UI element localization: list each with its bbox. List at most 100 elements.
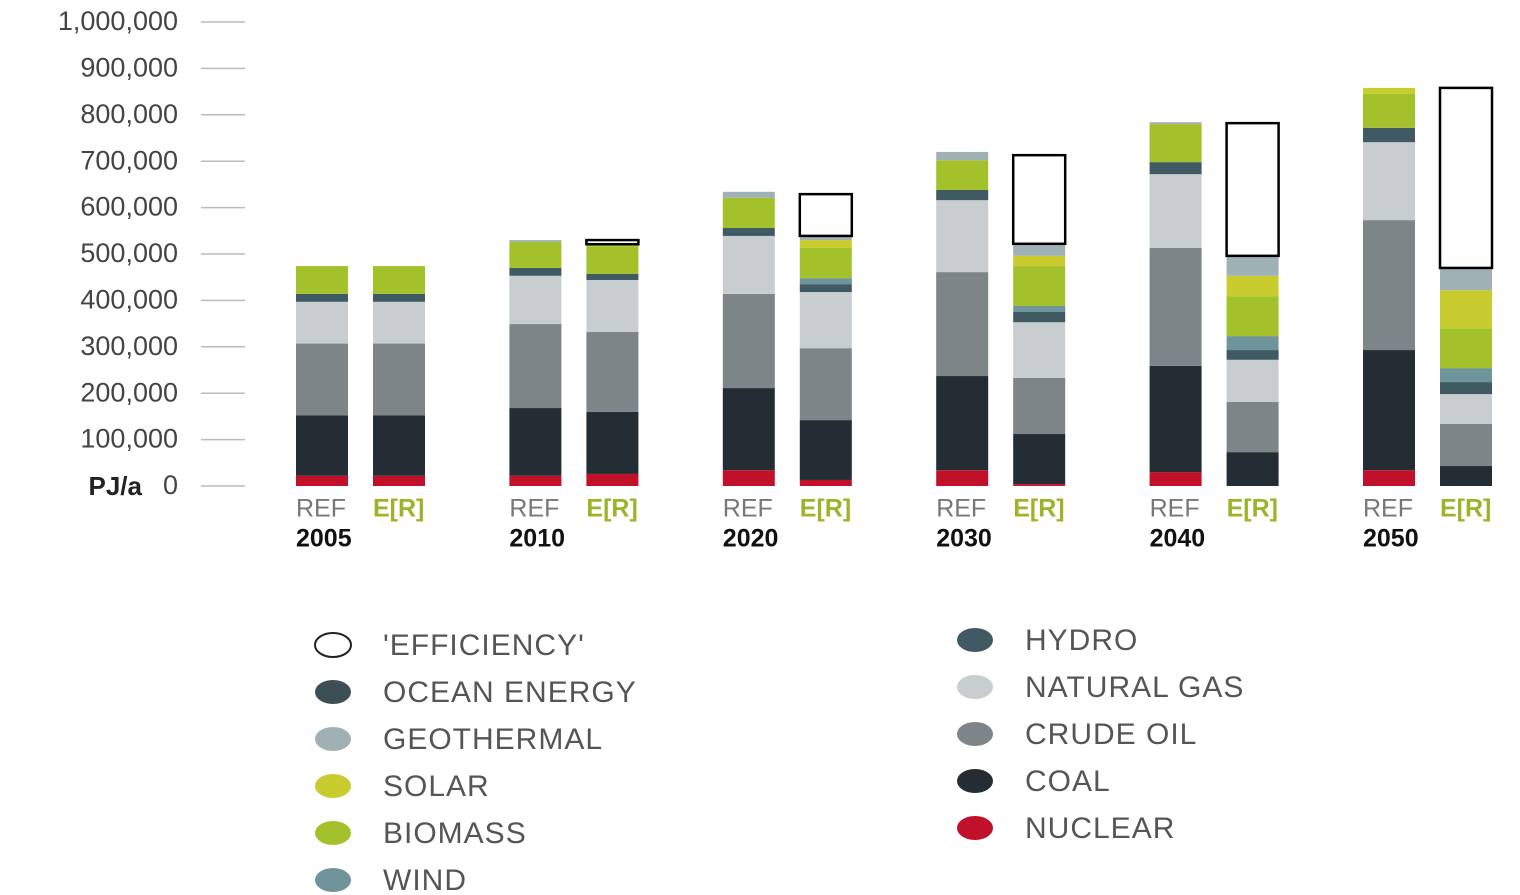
legend-swatch [314,632,352,658]
y-tick-label: 500,000 [80,238,178,268]
bar-segment [1440,290,1492,329]
y-tick-label: 400,000 [80,285,178,315]
bar-segment [1363,87,1415,94]
y-tick-label: 100,000 [80,424,178,454]
legend-label: COAL [1025,765,1111,798]
legend-label: CRUDE OIL [1025,718,1197,751]
legend-label: 'EFFICIENCY' [383,629,585,662]
bar-segment [1226,275,1279,297]
bar-segment [1363,93,1415,128]
bar-segment [1440,382,1492,395]
bar-segment [1013,312,1066,323]
bar-segment [1013,305,1066,312]
bar-segment [586,273,639,280]
scenario-label: E[R] [373,495,424,523]
bar-segment [1440,423,1492,467]
bar-segment [296,266,348,294]
bar-segment [586,331,639,412]
bar-segment [1226,350,1279,360]
bar-segment [1013,484,1066,486]
bar-segment [936,272,989,377]
bar-segment [1149,122,1202,125]
bar-segment [799,420,852,480]
year-label: 2010 [509,525,565,553]
legend-label: BIOMASS [383,817,527,850]
scenario-label: REF [1363,495,1413,523]
scenario-label: E[R] [1013,495,1064,523]
bar-segment [799,247,852,279]
legend-label: GEOTHERMAL [383,723,603,756]
bar-segment [1438,86,1494,270]
scenario-label: REF [296,495,346,523]
bar-segment [799,278,852,285]
bar-segment [722,235,775,294]
bar-segment [1363,127,1415,143]
bar-segment [799,479,852,486]
bar-segment [509,275,562,325]
y-tick-label: 800,000 [80,99,178,129]
bar-segment [509,408,562,476]
bar-segment [1149,247,1202,366]
bar-segment [1226,296,1279,337]
bar-segment [936,189,989,201]
scenario-label: E[R] [800,495,851,523]
bar-segment [1440,267,1492,291]
bar-segment [936,160,989,190]
y-tick-label: 0 [163,470,178,500]
bar-segment [373,475,425,486]
bar-segment [799,284,852,293]
year-label: 2020 [723,525,779,553]
bar-segment [509,324,562,409]
bar-segment [296,343,348,416]
bar-segment [936,151,989,161]
scenario-label: E[R] [586,495,637,523]
bar-segment [1440,368,1492,383]
bar-segment [296,415,348,476]
scenario-label: E[R] [1227,495,1278,523]
bar-segment [799,240,852,248]
bar-segment [1013,266,1066,306]
bar-segment [1363,142,1415,221]
legend-swatch [957,628,993,652]
bar-segment [586,411,639,474]
bar-segment [1226,336,1279,351]
bar-segment [1363,470,1415,486]
bar-segment [586,473,639,486]
bar-segment [509,240,562,242]
bar-segment [509,241,562,268]
bar-segment [722,470,775,486]
bar-segment [1013,434,1066,485]
legend-label: NATURAL GAS [1025,671,1244,704]
bar-segment [1226,255,1279,276]
bar-segment [722,197,775,229]
bar-segment [1226,359,1279,403]
bar-segment [722,228,775,236]
bar-segment [1013,322,1066,378]
legend-swatch [315,774,351,798]
bar-segment [1013,377,1066,435]
bar-segment [509,475,562,486]
bar-segment [373,343,425,416]
bar-segment [799,292,852,349]
bar-segment [373,266,425,294]
legend-swatch [315,821,351,845]
bar-segment [373,415,425,476]
scenario-label: REF [936,495,986,523]
year-label: 2050 [1363,525,1419,553]
bar-segment [1440,466,1492,486]
y-tick-label: 300,000 [80,331,178,361]
year-label: 2005 [296,525,352,553]
bar-segment [1013,243,1066,256]
legend-label: NUCLEAR [1025,812,1175,845]
bar-segment [1225,121,1280,258]
bar-segment [1363,220,1415,351]
bar-segment [936,200,989,273]
legend-swatch [315,868,351,892]
bar-segment [1440,328,1492,369]
bar-segment [296,293,348,302]
bar-segment [1226,452,1279,486]
bar-segment [799,348,852,421]
legend-swatch [957,722,993,746]
bar-segment [1149,162,1202,175]
